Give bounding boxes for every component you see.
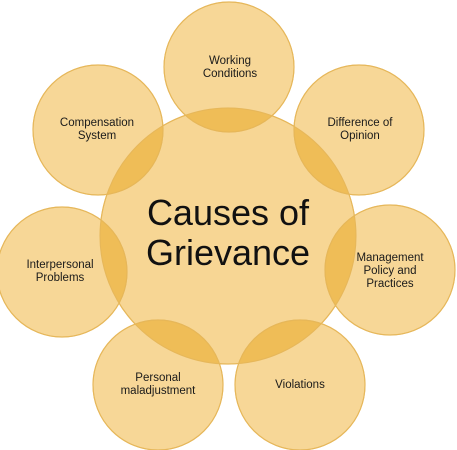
center-title: Causes of Grievance <box>145 192 311 273</box>
